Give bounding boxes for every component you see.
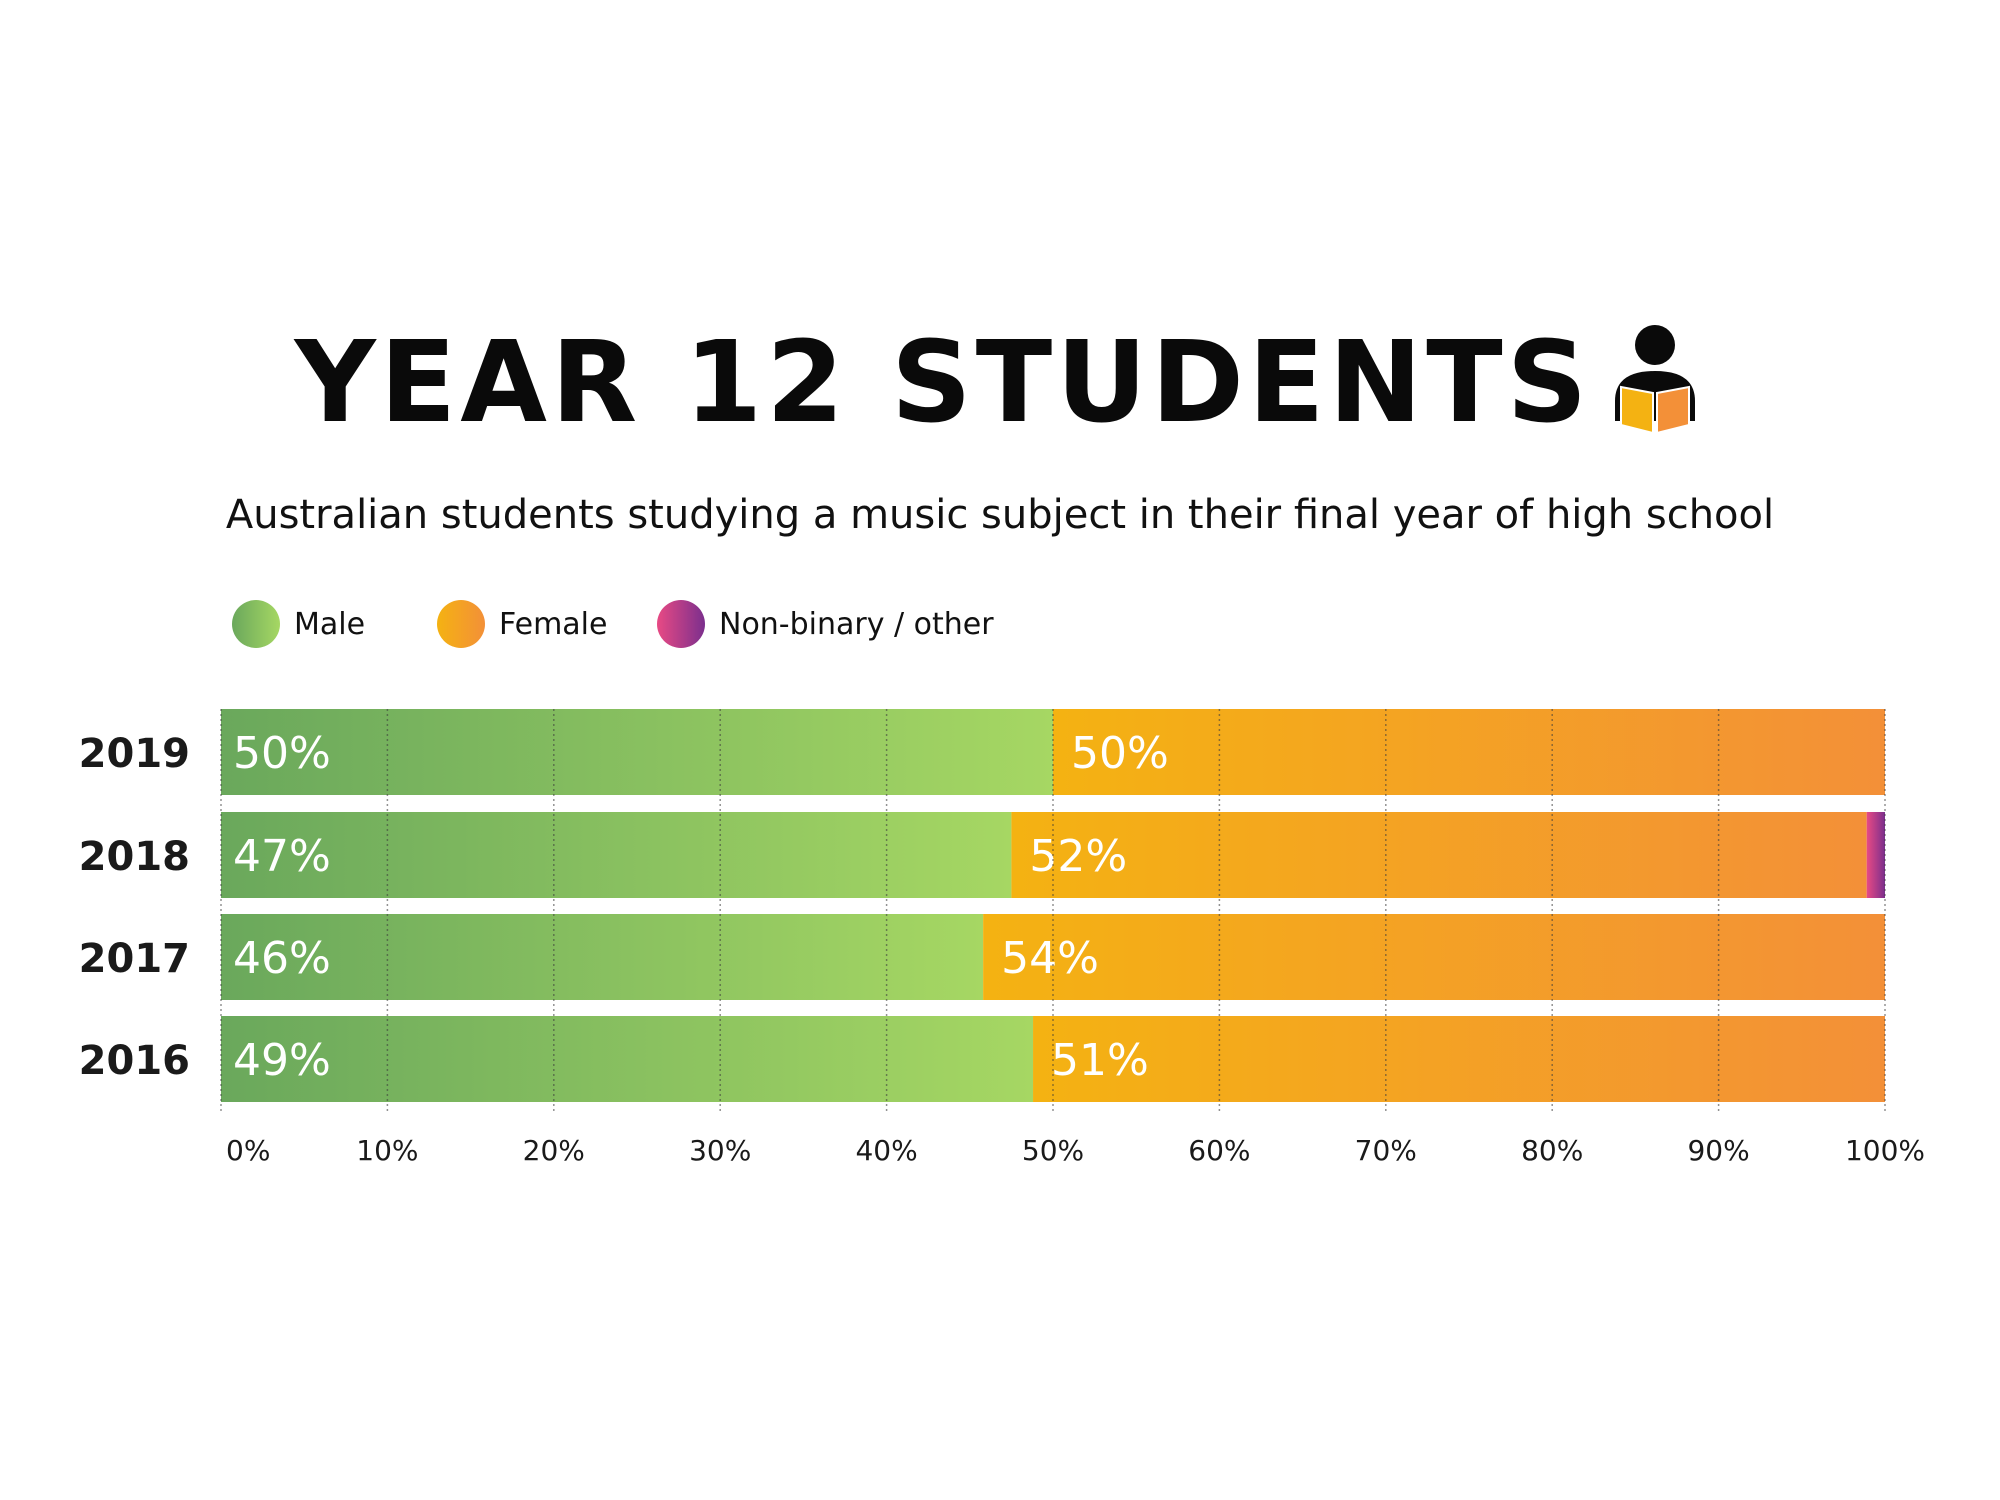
legend-item-nonbinary: Non-binary / other [657, 600, 994, 648]
bar-male-2017 [221, 914, 984, 1000]
category-label-2018: 2018 [79, 834, 190, 880]
category-label-2019: 2019 [79, 731, 190, 777]
x-tick-label-1: 10% [356, 1134, 418, 1167]
chart-subtitle: Australian students studying a music sub… [225, 492, 1775, 538]
data-label-male-2017: 46% [233, 933, 331, 984]
x-tick-label-10: 100% [1845, 1134, 1925, 1167]
bar-male-2016 [221, 1016, 1034, 1102]
category-label-2016: 2016 [79, 1038, 190, 1084]
bar-nonbinary-2018 [1866, 812, 1885, 898]
bar-female-2019 [1053, 709, 1885, 795]
legend-swatch-nonbinary [657, 600, 705, 648]
x-tick-label-7: 70% [1355, 1134, 1417, 1167]
data-label-female-2016: 51% [1051, 1035, 1149, 1086]
chart-title: YEAR 12 STUDENTS [294, 318, 1592, 448]
bar-female-2016 [1033, 1016, 1885, 1102]
student-reading-book-icon [1615, 325, 1696, 435]
bar-male-2019 [221, 709, 1053, 795]
x-tick-label-0: 0% [226, 1134, 270, 1167]
x-tick-label-4: 40% [855, 1134, 917, 1167]
data-label-female-2018: 52% [1029, 831, 1127, 882]
x-tick-label-6: 60% [1188, 1134, 1250, 1167]
x-tick-label-8: 80% [1521, 1134, 1583, 1167]
legend-item-female: Female [437, 600, 607, 648]
data-label-female-2019: 50% [1071, 728, 1169, 779]
bar-male-2018 [221, 812, 1012, 898]
legend-label-female: Female [499, 606, 608, 642]
legend-swatch-female [437, 600, 485, 648]
bar-female-2017 [983, 914, 1885, 1000]
data-label-male-2016: 49% [233, 1035, 331, 1086]
data-label-female-2017: 54% [1001, 933, 1099, 984]
data-label-male-2018: 47% [233, 831, 331, 882]
legend-label-male: Male [294, 606, 366, 642]
category-label-2017: 2017 [79, 936, 190, 982]
x-tick-label-5: 50% [1022, 1134, 1084, 1167]
legend-swatch-male [232, 600, 280, 648]
legend-item-male: Male [232, 600, 365, 648]
title-row: YEAR 12 STUDENTS [0, 325, 2000, 441]
x-tick-label-9: 90% [1687, 1134, 1749, 1167]
x-tick-label-2: 20% [523, 1134, 585, 1167]
bar-female-2018 [1011, 812, 1867, 898]
data-label-male-2019: 50% [233, 728, 331, 779]
x-tick-label-3: 30% [689, 1134, 751, 1167]
legend-label-nonbinary: Non-binary / other [719, 606, 994, 642]
